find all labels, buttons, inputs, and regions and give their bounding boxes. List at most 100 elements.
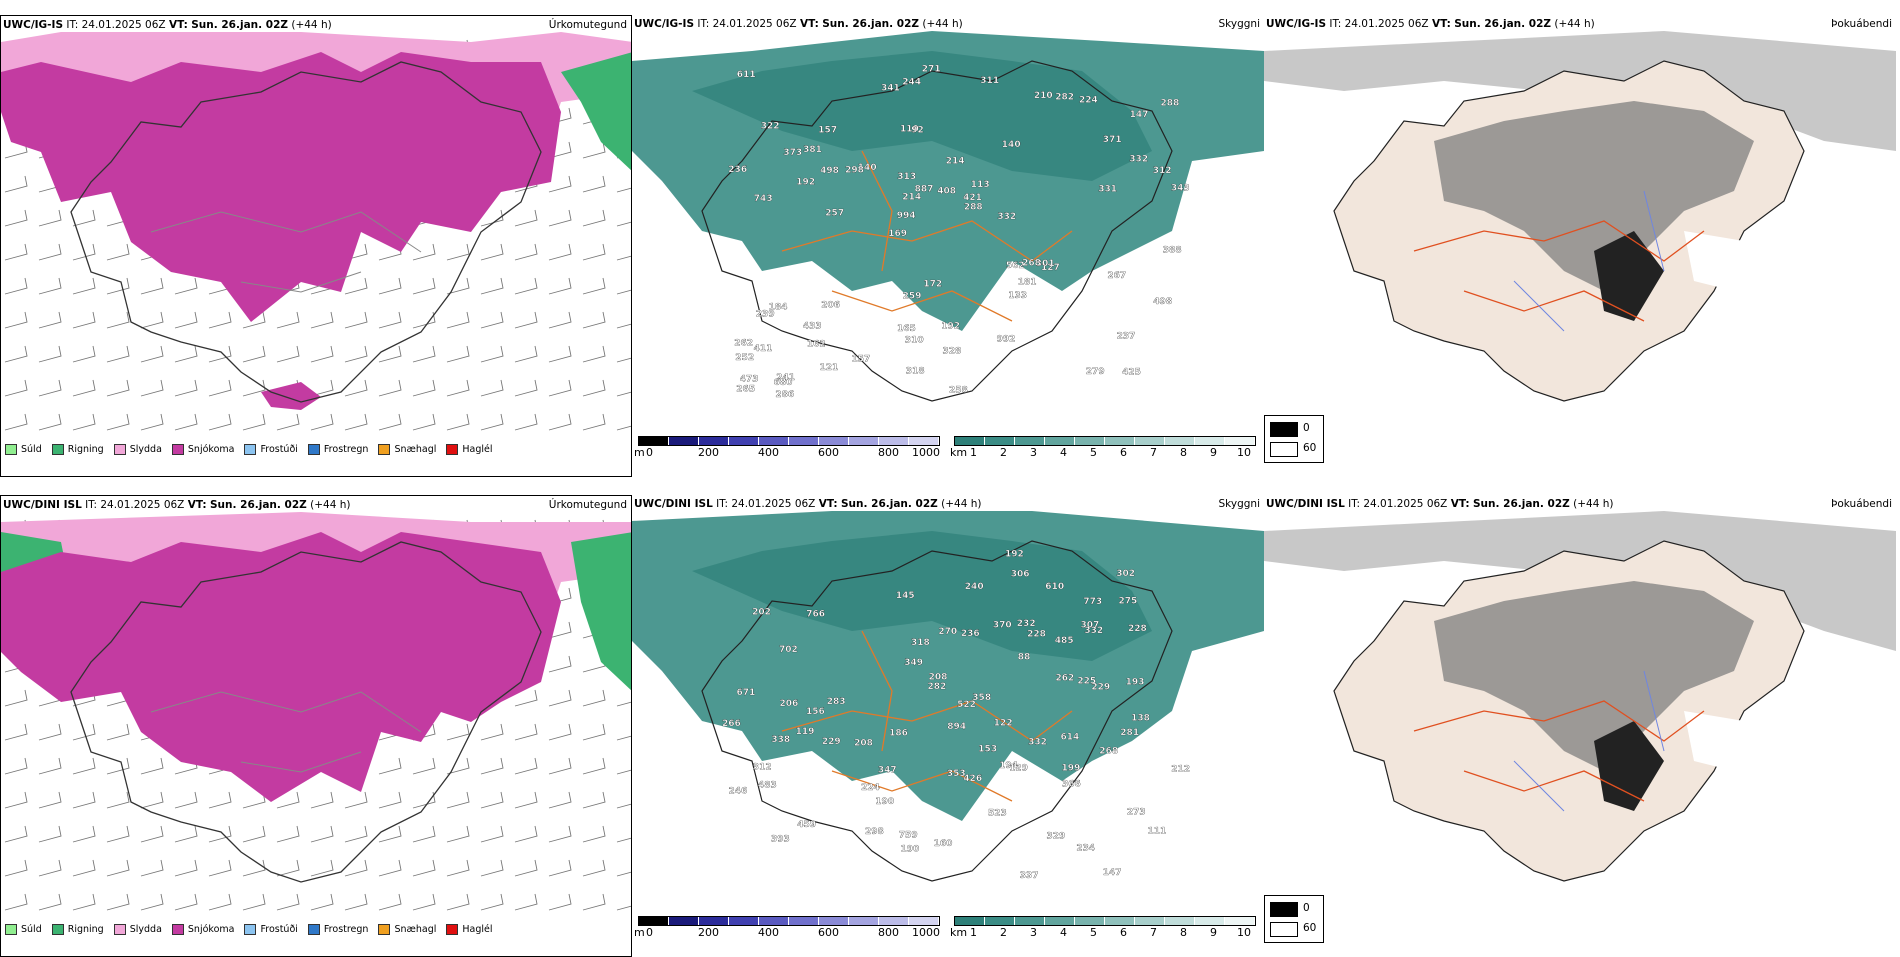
ceiling-label: 194: [999, 761, 1018, 771]
panel-visibility-row2: UWC/DINI ISL IT: 24.01.2025 06Z VT: Sun.…: [632, 495, 1264, 957]
ceiling-label: 236: [728, 165, 747, 175]
ceiling-label: 202: [752, 607, 771, 617]
ceiling-label: 156: [806, 707, 825, 717]
ceiling-label: 153: [978, 745, 997, 755]
ceiling-label: 483: [758, 781, 777, 791]
panel-visibility-row1: UWC/IG-IS IT: 24.01.2025 06Z VT: Sun. 26…: [632, 15, 1264, 477]
ceiling-label: 262: [1056, 674, 1075, 684]
ceiling-label: 160: [934, 839, 953, 849]
ceiling-label: 246: [729, 786, 748, 796]
ceiling-label: 192: [796, 177, 815, 187]
ceiling-label: 282: [928, 682, 947, 692]
ceiling-label: 411: [754, 344, 773, 354]
ceiling-label: 129: [1009, 764, 1028, 774]
ceiling-label: 283: [827, 697, 846, 707]
precip-type-legend: Súld Rigning Slydda Snjókoma Frostúði Fr…: [5, 924, 493, 935]
ceiling-label: 366: [1062, 779, 1081, 789]
ceiling-label: 257: [825, 209, 844, 219]
ceiling-label: 332: [1129, 155, 1148, 165]
ceiling-label: 266: [722, 719, 741, 729]
ceiling-label: 127: [1041, 263, 1060, 273]
panel-title: UWC/DINI ISL IT: 24.01.2025 06Z VT: Sun.…: [634, 498, 982, 510]
ceiling-label: 393: [771, 834, 790, 844]
ceiling-label: 268: [1099, 746, 1118, 756]
ceiling-label: 119: [796, 727, 815, 737]
ceiling-label: 332: [1028, 738, 1047, 748]
field-name: Úrkomutegund: [548, 499, 627, 511]
ceiling-label: 236: [961, 629, 980, 639]
ceiling-label: 270: [938, 627, 957, 637]
ceiling-label: 313: [897, 172, 916, 182]
panel-title: UWC/DINI ISL IT: 24.01.2025 06Z VT: Sun.…: [1266, 498, 1614, 510]
ceiling-label: 192: [941, 322, 960, 332]
ceiling-label: 193: [1126, 678, 1145, 688]
ceiling-label: 331: [1098, 185, 1117, 195]
ceiling-colorbar: m 0 200 400 600 800 1000: [634, 436, 942, 460]
panel-title: UWC/IG-IS IT: 24.01.2025 06Z VT: Sun. 26…: [3, 19, 332, 31]
visibility-map: 425 743 147 169 140 241 110 214 184 140 252 162 92 11…: [632, 31, 1264, 402]
ceiling-label: 271: [922, 65, 941, 75]
ceiling-label: 199: [1062, 764, 1081, 774]
legend-item: Slydda: [113, 444, 162, 455]
panel-title: UWC/IG-IS IT: 24.01.2025 06Z VT: Sun. 26…: [1266, 18, 1595, 30]
ceiling-label: 408: [937, 187, 956, 197]
legend-item: Frostúði: [244, 924, 298, 935]
ceiling-label: 265: [736, 384, 755, 394]
ceiling-label: 110: [900, 124, 919, 134]
ceiling-label: 894: [947, 722, 966, 732]
ceiling-label: 318: [911, 638, 930, 648]
ceiling-label: 169: [888, 229, 907, 239]
ceiling-label: 338: [771, 735, 790, 745]
ceiling-label: 273: [1127, 808, 1146, 818]
ceiling-label: 186: [889, 728, 908, 738]
ceiling-label: 498: [1153, 297, 1172, 307]
ceiling-label: 301: [1036, 259, 1055, 269]
ceiling-label: 184: [769, 303, 788, 313]
ceiling-label: 147: [1103, 868, 1122, 878]
ceiling-label: 210: [1034, 91, 1053, 101]
ceiling-label: 234: [1076, 844, 1095, 854]
legend-item: Súld: [5, 924, 42, 935]
ceiling-label: 140: [858, 163, 877, 173]
ceiling-label: 224: [1079, 96, 1098, 106]
ceiling-label: 312: [1153, 166, 1172, 176]
precip-type-map: [1, 32, 631, 432]
field-name: Skyggni: [1218, 18, 1261, 30]
legend-item: Snjókoma: [171, 924, 234, 935]
legend-item: Rigning: [51, 444, 104, 455]
ceiling-label: 172: [923, 279, 942, 289]
ceiling-label: 381: [803, 145, 822, 155]
ceiling-label: 358: [972, 693, 991, 703]
ceiling-label: 485: [1055, 636, 1074, 646]
ceiling-label: 288: [964, 202, 983, 212]
ceiling-label: 421: [963, 193, 982, 203]
ceiling-label: 212: [1171, 765, 1190, 775]
ceiling-label: 88: [1018, 653, 1031, 663]
precip-type-legend: Súld Rigning Slydda Snjókoma Frostúði Fr…: [5, 444, 493, 455]
ceiling-label: 275: [1119, 597, 1138, 607]
ceiling-label: 759: [899, 831, 918, 841]
fog-map: [1264, 511, 1896, 882]
panel-precip-type-row2: UWC/DINI ISL IT: 24.01.2025 06Z VT: Sun.…: [0, 495, 632, 957]
ceiling-label: 562: [1006, 261, 1025, 271]
ceiling-label: 190: [901, 845, 920, 855]
panel-title: UWC/DINI ISL IT: 24.01.2025 06Z VT: Sun.…: [3, 499, 351, 511]
ceiling-label: 310: [905, 335, 924, 345]
ceiling-label: 311: [980, 76, 999, 86]
ceiling-label: 228: [1027, 630, 1046, 640]
legend-item: Snæhagl: [378, 444, 436, 455]
legend-item: Frostregn: [307, 444, 368, 455]
ceiling-label: 702: [779, 645, 798, 655]
ceiling-label: 147: [1130, 110, 1149, 120]
ceiling-label: 459: [797, 820, 816, 830]
ceiling-label: 743: [754, 194, 773, 204]
visibility-colorbar: km 1 2 3 4 5 6 7 8 9 10: [950, 436, 1262, 460]
ceiling-label: 258: [949, 386, 968, 396]
ceiling-label: 145: [896, 591, 915, 601]
ceiling-label: 337: [1020, 871, 1039, 881]
ceiling-label: 343: [1171, 184, 1190, 194]
ceiling-label: 122: [994, 719, 1013, 729]
ceiling-label: 610: [1045, 582, 1064, 592]
ceiling-label: 282: [1055, 93, 1074, 103]
ceiling-label: 244: [902, 77, 921, 87]
